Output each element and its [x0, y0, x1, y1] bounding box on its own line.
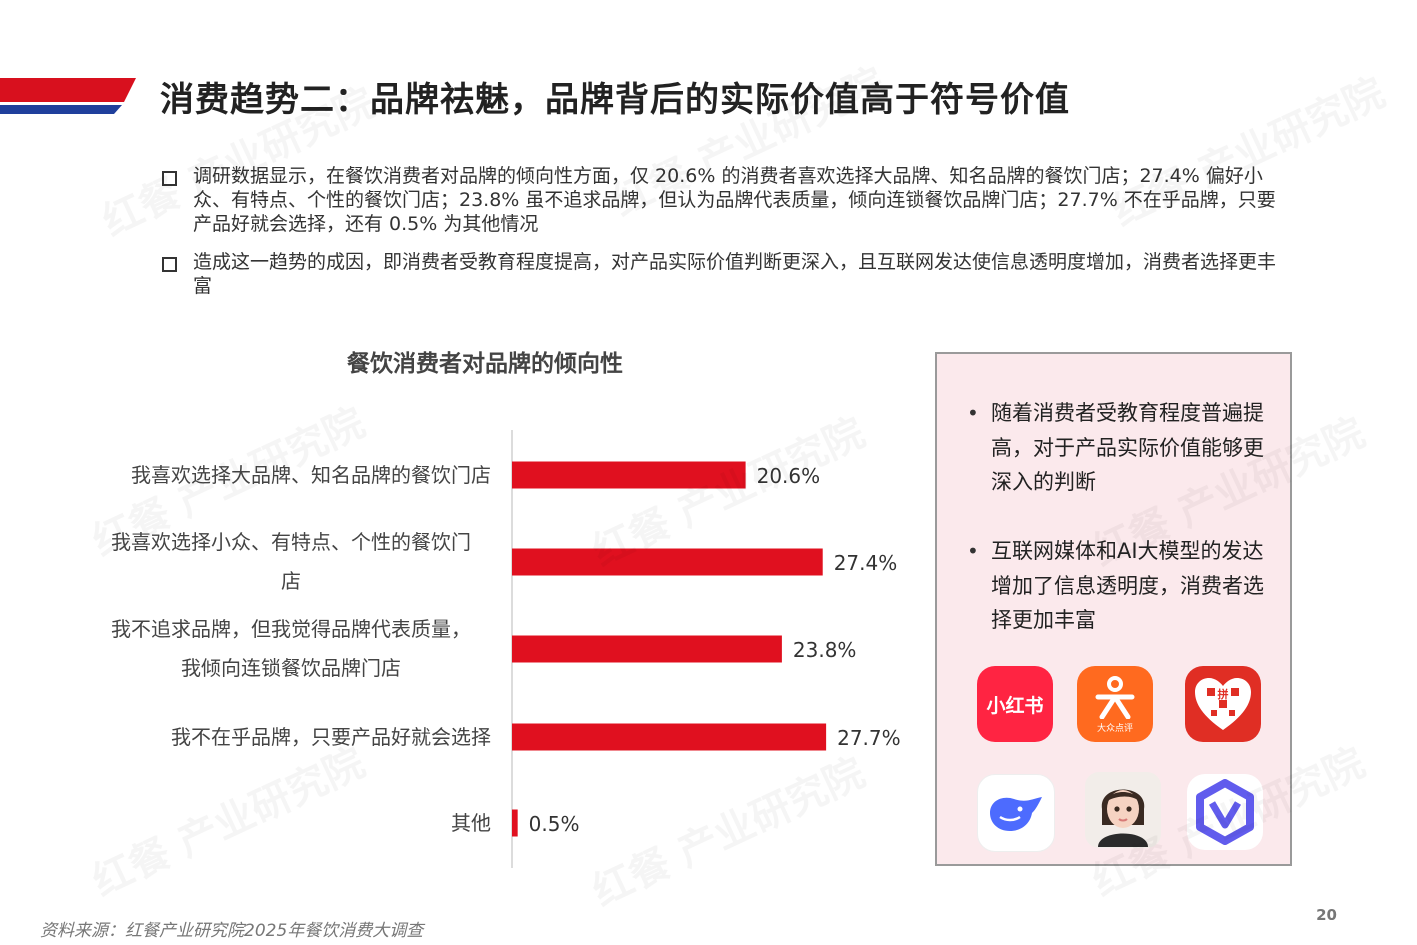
intro-bullets: 调研数据显示，在餐饮消费者对品牌的倾向性方面，仅 20.6% 的消费者喜欢选择大…: [160, 164, 1280, 312]
square-bullet-icon: [162, 257, 177, 272]
chart-title: 餐饮消费者对品牌的倾向性: [347, 351, 623, 377]
category-label: 我不在乎品牌，只要产品好就会选择: [91, 718, 491, 757]
ai-avatar-icon: [1085, 772, 1161, 848]
bullet-text: 造成这一趋势的成因，即消费者受教育程度提高，对产品实际价值判断更深入，且互联网发…: [193, 251, 1277, 297]
bar: [512, 635, 782, 663]
dot-bullet-icon: •: [967, 401, 979, 425]
category-label: 其他: [91, 804, 491, 843]
category-label-line: 其他: [451, 810, 491, 835]
bar-value-label: 27.4%: [834, 551, 898, 575]
dianping-icon: 大众点评: [1077, 666, 1153, 742]
category-label: 我喜欢选择小众、有特点、个性的餐饮门店: [91, 523, 491, 601]
category-label: 我喜欢选择大品牌、知名品牌的餐饮门店: [91, 456, 491, 495]
category-label-line: 我喜欢选择大品牌、知名品牌的餐饮门店: [131, 462, 491, 487]
bar-value-label: 23.8%: [793, 638, 857, 662]
bullet-item: 调研数据显示，在餐饮消费者对品牌的倾向性方面，仅 20.6% 的消费者喜欢选择大…: [160, 164, 1280, 236]
category-label-line: 我倾向连锁餐饮品牌门店: [181, 656, 401, 680]
bullet-item: 造成这一趋势的成因，即消费者受教育程度提高，对产品实际价值判断更深入，且互联网发…: [160, 250, 1280, 298]
category-label: 我不追求品牌，但我觉得品牌代表质量， 我倾向连锁餐饮品牌门店: [91, 610, 491, 688]
page-title: 消费趋势二：品牌祛魅，品牌背后的实际价值高于符号价值: [160, 80, 1070, 120]
category-label-line: 我不追求品牌，但我觉得品牌代表质量，: [111, 617, 471, 641]
deepseek-icon: [977, 774, 1055, 852]
source-note: 资料来源：红餐产业研究院2025年餐饮消费大调查: [40, 921, 424, 941]
qwen-icon: [1187, 774, 1263, 850]
panel-point: • 随着消费者受教育程度普遍提高，对于产品实际价值能够更深入的判断: [967, 396, 1267, 500]
panel-point-text: 互联网媒体和AI大模型的发达增加了信息透明度，消费者选择更加丰富: [991, 539, 1264, 632]
dot-bullet-icon: •: [967, 539, 979, 563]
bullet-text: 调研数据显示，在餐饮消费者对品牌的倾向性方面，仅 20.6% 的消费者喜欢选择大…: [193, 165, 1276, 235]
page-number: 20: [1316, 906, 1337, 924]
square-bullet-icon: [162, 171, 177, 186]
insight-panel: • 随着消费者受教育程度普遍提高，对于产品实际价值能够更深入的判断 • 互联网媒…: [935, 352, 1292, 866]
svg-text:拼: 拼: [1218, 687, 1229, 701]
bar-value-label: 0.5%: [529, 812, 580, 836]
category-label-line: 店: [281, 569, 301, 593]
bar: [512, 723, 827, 751]
panel-point: • 互联网媒体和AI大模型的发达增加了信息透明度，消费者选择更加丰富: [967, 534, 1267, 638]
bar: [512, 548, 823, 576]
bar: [512, 809, 518, 837]
xiaohongshu-icon: 小红书: [977, 666, 1053, 742]
pinduoduo-icon: 拼: [1185, 666, 1261, 742]
panel-point-text: 随着消费者受教育程度普遍提高，对于产品实际价值能够更深入的判断: [991, 401, 1264, 494]
category-label-line: 我喜欢选择小众、有特点、个性的餐饮门: [111, 530, 471, 554]
bar-chart: 20.6% 27.4% 23.8% 27.7% 0.5%: [511, 430, 901, 868]
header-stripes: [0, 78, 136, 114]
category-label-line: 我不在乎品牌，只要产品好就会选择: [171, 724, 491, 749]
bar: [512, 461, 746, 489]
bar-value-label: 27.7%: [837, 726, 901, 750]
bar-value-label: 20.6%: [757, 464, 821, 488]
